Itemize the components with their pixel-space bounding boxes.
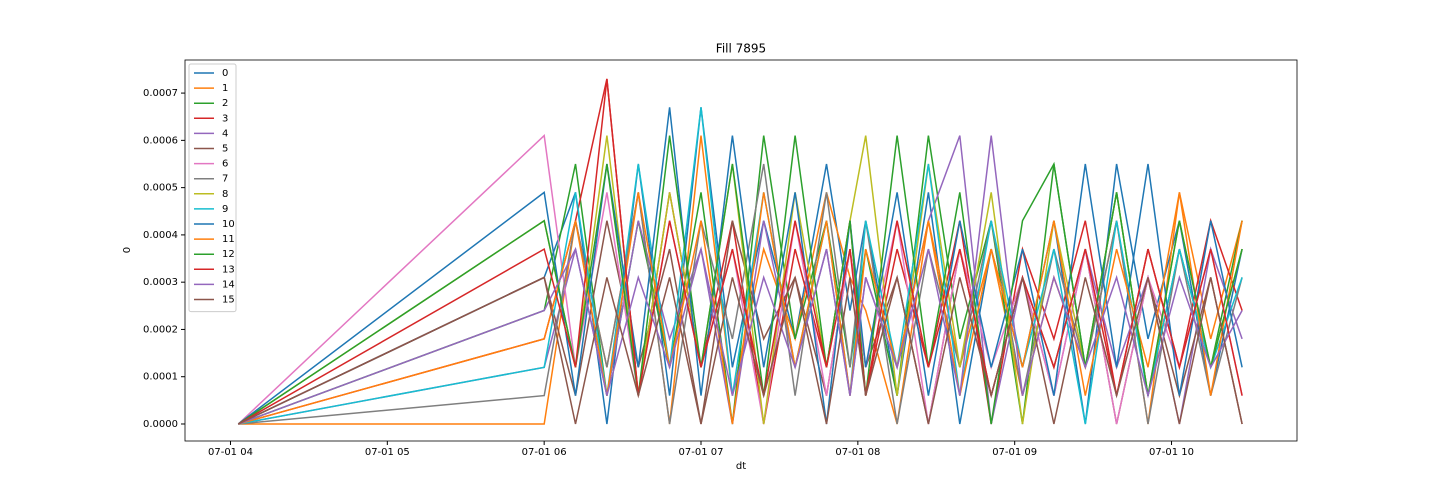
legend-box — [188, 63, 237, 313]
legend-label: 8 — [222, 189, 228, 200]
legend-label: 13 — [222, 264, 235, 275]
legend-label: 0 — [222, 68, 228, 79]
chart-title: Fill 7895 — [716, 42, 766, 56]
series-line — [237, 107, 1243, 425]
y-tick-label: 0.0007 — [143, 88, 178, 99]
y-tick-label: 0.0004 — [143, 230, 178, 241]
series-line — [237, 220, 1243, 425]
x-tick-label: 07-01 10 — [1149, 447, 1194, 458]
y-tick-label: 0.0000 — [143, 419, 178, 430]
x-tick-label: 07-01 05 — [365, 447, 410, 458]
legend-label: 6 — [222, 159, 228, 170]
x-tick-label: 07-01 06 — [522, 447, 567, 458]
x-tick-label: 07-01 09 — [992, 447, 1037, 458]
legend-label: 9 — [222, 204, 228, 215]
series-line — [238, 135, 1243, 425]
plot-lines — [237, 78, 1243, 425]
series-line — [237, 276, 1243, 425]
y-tick-label: 0.0001 — [143, 372, 178, 383]
x-axis-label: dt — [736, 461, 746, 472]
y-tick-label: 0.0003 — [143, 277, 178, 288]
legend-label: 2 — [222, 98, 228, 109]
series-line — [238, 107, 1243, 425]
legend-label: 3 — [222, 113, 228, 124]
legend-label: 4 — [222, 128, 228, 139]
x-tick-label: 07-01 07 — [679, 447, 724, 458]
legend-label: 7 — [222, 174, 228, 185]
y-tick-label: 0.0005 — [143, 183, 178, 194]
x-tick-label: 07-01 08 — [835, 447, 880, 458]
legend-label: 11 — [222, 234, 235, 245]
legend-label: 10 — [222, 219, 235, 230]
legend-label: 5 — [222, 144, 228, 155]
series-line — [238, 192, 1243, 425]
plot-frame — [184, 59, 1298, 442]
legend-label: 14 — [222, 279, 235, 290]
y-tick-label: 0.0006 — [143, 135, 178, 146]
legend-label: 12 — [222, 249, 235, 260]
y-tick-label: 0.0002 — [143, 324, 178, 335]
legend-label: 15 — [222, 295, 235, 306]
y-axis-label: 0 — [122, 247, 133, 253]
x-tick-label: 07-01 04 — [208, 447, 253, 458]
legend-label: 1 — [222, 83, 228, 94]
